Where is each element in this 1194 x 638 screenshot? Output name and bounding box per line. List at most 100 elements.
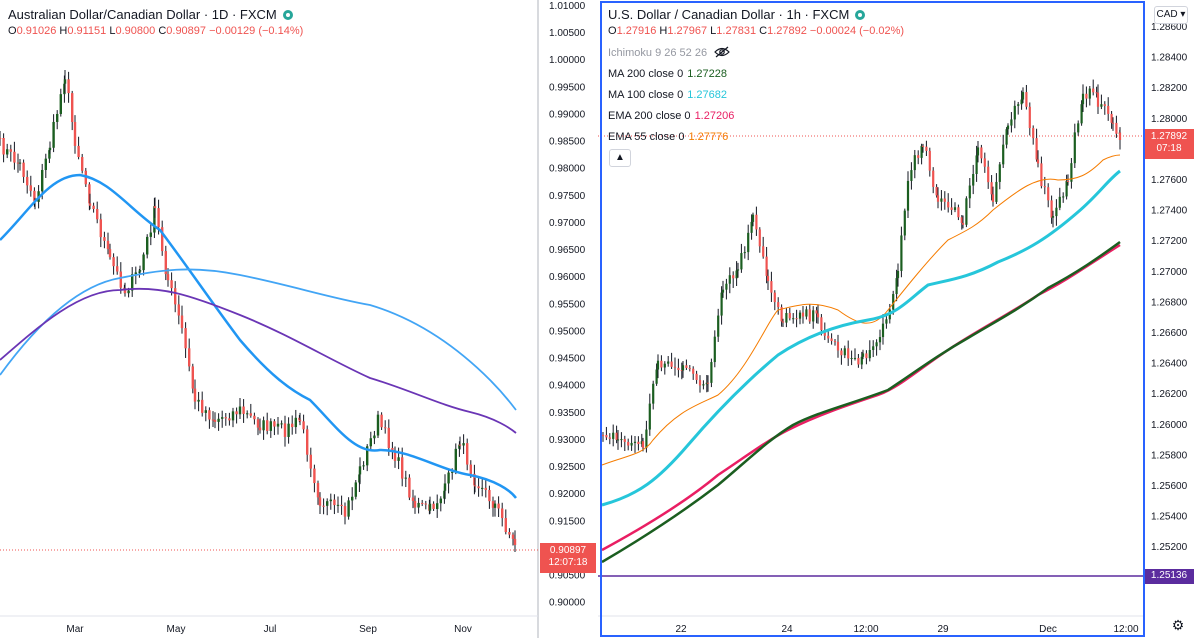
candle-body bbox=[961, 222, 965, 225]
audcad-price-tick-label: 0.95500 bbox=[549, 299, 586, 310]
currency-button[interactable]: CAD ▾ bbox=[1154, 6, 1188, 24]
candle-body bbox=[454, 448, 457, 472]
candle-body bbox=[235, 411, 238, 415]
candle-body bbox=[780, 307, 783, 322]
candle-body bbox=[1017, 104, 1020, 106]
candle-body bbox=[491, 501, 495, 508]
candle-body bbox=[706, 382, 710, 384]
candle-body bbox=[1100, 104, 1103, 107]
indicator-ema200[interactable]: EMA 200 close 0 1.27206 bbox=[608, 110, 735, 122]
candle-body bbox=[812, 310, 815, 322]
usdcad-chart-canvas[interactable]: 1.286001.284001.282001.280001.278001.276… bbox=[598, 0, 1194, 638]
audcad-ohlc: O0.91026 H0.91151 L0.90800 C0.90897 −0.0… bbox=[8, 25, 304, 37]
candle-body bbox=[362, 465, 365, 467]
candle-body bbox=[936, 195, 940, 202]
candle-body bbox=[473, 485, 477, 487]
candle-body bbox=[1080, 104, 1083, 124]
candle-body bbox=[119, 271, 122, 288]
usdcad-price-tick-label: 1.27400 bbox=[1151, 206, 1188, 217]
candle-body bbox=[13, 151, 16, 163]
audcad-symbol-title[interactable]: Australian Dollar/Canadian Dollar · 1D ·… bbox=[8, 7, 277, 22]
candle-body bbox=[972, 174, 975, 186]
candle-body bbox=[1073, 132, 1076, 164]
candle-body bbox=[1028, 106, 1031, 129]
candle-body bbox=[302, 421, 305, 430]
audcad-chart-canvas[interactable]: 1.01000 1.00500 1.00000 0.99500 0.99000 0.985… bbox=[0, 0, 598, 638]
eye-off-icon[interactable] bbox=[714, 46, 730, 58]
candle-body bbox=[0, 138, 2, 140]
candle-body bbox=[1088, 88, 1091, 99]
audcad-price-tick-label: 1.01000 bbox=[549, 1, 586, 12]
chart-pane-usdcad[interactable]: 1.286001.284001.282001.280001.278001.276… bbox=[598, 0, 1194, 638]
candle-body bbox=[667, 361, 670, 364]
candle-body bbox=[943, 198, 946, 202]
candle-body bbox=[48, 147, 52, 151]
usdcad-symbol-title[interactable]: U.S. Dollar / Canadian Dollar · 1h · FXC… bbox=[608, 7, 850, 22]
audcad-ma-mid-line bbox=[0, 287, 517, 434]
usdcad-time-tick-label: 29 bbox=[937, 624, 949, 635]
candle-body bbox=[96, 209, 99, 220]
indicator-ema55[interactable]: EMA 55 close 0 1.27776 bbox=[608, 131, 729, 143]
candle-body bbox=[917, 155, 920, 158]
usdcad-ohlc: O1.27916 H1.27967 L1.27831 C1.27892 −0.0… bbox=[608, 25, 905, 37]
indicator-ma200[interactable]: MA 200 close 0 1.27228 bbox=[608, 68, 727, 80]
candle-body bbox=[747, 232, 750, 253]
candle-body bbox=[815, 310, 818, 314]
candle-body bbox=[721, 289, 725, 293]
candle-body bbox=[376, 414, 380, 436]
candle-body bbox=[33, 190, 36, 202]
candle-body bbox=[138, 270, 142, 272]
candle-body bbox=[246, 413, 249, 415]
candle-body bbox=[717, 315, 720, 337]
candle-body bbox=[204, 410, 207, 413]
candle-body bbox=[976, 147, 980, 156]
candle-body bbox=[142, 254, 145, 271]
candle-body bbox=[488, 489, 491, 502]
usdcad-price-tick-label: 1.25600 bbox=[1151, 481, 1188, 492]
usdcad-price-tick-label: 1.27200 bbox=[1151, 236, 1188, 247]
candle-body bbox=[995, 181, 998, 202]
indicator-ma100[interactable]: MA 100 close 0 1.27682 bbox=[608, 89, 727, 101]
candle-body bbox=[146, 236, 149, 255]
candle-body bbox=[428, 503, 432, 511]
candle-body bbox=[940, 198, 943, 202]
candle-body bbox=[408, 477, 411, 498]
candle-body bbox=[921, 145, 925, 147]
candle-body bbox=[256, 419, 260, 428]
candle-body bbox=[673, 366, 677, 368]
candle-body bbox=[193, 388, 197, 402]
candle-body bbox=[698, 380, 702, 386]
candle-body bbox=[906, 180, 910, 211]
usdcad-time-tick-label: Dec bbox=[1039, 624, 1057, 635]
candle-body bbox=[743, 252, 746, 254]
candle-body bbox=[18, 162, 22, 164]
candle-body bbox=[336, 504, 340, 506]
candle-body bbox=[1118, 132, 1122, 140]
candle-body bbox=[1055, 207, 1058, 217]
candle-body bbox=[384, 427, 387, 429]
audcad-time-tick-label: Jul bbox=[264, 624, 277, 635]
horizontal-line-price-tag: 1.25136 bbox=[1144, 569, 1194, 584]
candle-body bbox=[123, 289, 127, 294]
indicator-ichimoku[interactable]: Ichimoku 9 26 52 26 bbox=[608, 46, 730, 59]
candle-body bbox=[217, 418, 220, 422]
candle-body bbox=[792, 318, 795, 320]
audcad-price-tick-label: 0.99500 bbox=[549, 82, 586, 93]
candle-body bbox=[351, 496, 354, 501]
candle-body bbox=[725, 283, 728, 290]
audcad-time-tick-label: Nov bbox=[454, 624, 472, 635]
candle-body bbox=[1002, 144, 1005, 165]
candle-body bbox=[836, 341, 840, 351]
candle-body bbox=[316, 483, 320, 498]
collapse-indicators-button[interactable]: ▲ bbox=[609, 149, 631, 167]
candle-body bbox=[411, 497, 415, 501]
candle-body bbox=[861, 353, 865, 357]
candle-body bbox=[393, 451, 397, 461]
usdcad-price-tick-label: 1.26800 bbox=[1151, 297, 1188, 308]
chart-pane-audcad[interactable]: 1.01000 1.00500 1.00000 0.99500 0.99000 0.985… bbox=[0, 0, 598, 638]
candle-body bbox=[953, 207, 957, 210]
candle-body bbox=[892, 294, 895, 310]
candle-body bbox=[865, 353, 868, 359]
gear-icon[interactable]: ⚙ bbox=[1171, 617, 1185, 633]
candle-body bbox=[957, 207, 960, 218]
